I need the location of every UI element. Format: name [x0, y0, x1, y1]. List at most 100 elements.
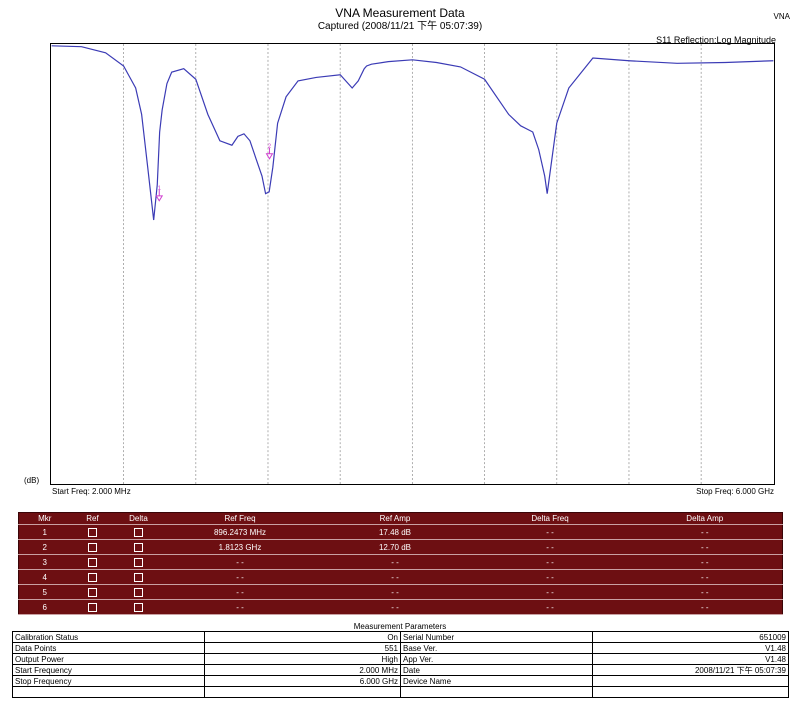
param-value: 551 [204, 642, 401, 654]
table-row: Stop Frequency 6.000 GHz Device Name [12, 675, 789, 687]
marker-2-label: 2 [268, 144, 272, 150]
param-value: 6.000 GHz [204, 675, 401, 687]
marker-cell: - - [472, 539, 628, 555]
brand-label: VNA [773, 12, 790, 21]
marker-table: Mkr Ref Delta Ref Freq Ref Amp Delta Freq Delt… [18, 512, 783, 615]
delta-checkbox-2[interactable] [134, 542, 143, 552]
marker-cell: 2 [18, 539, 71, 555]
marker-cell: - - [162, 584, 318, 600]
param-value: V1.48 [592, 653, 789, 665]
grid-lines [123, 44, 702, 484]
param-value: 651009 [592, 631, 789, 643]
marker-cell: 1 [18, 524, 71, 540]
ref-cell [70, 524, 115, 540]
parameter-label: S11 Reflection:Log Magnitude [656, 35, 776, 45]
marker-1-triangle [155, 195, 164, 202]
marker-2-triangle [265, 153, 274, 160]
capture-subtitle: Captured (2008/11/21 下午 05:07:39) [317, 21, 483, 32]
marker-cell: - - [627, 524, 783, 540]
s11-plot: 12 [50, 43, 775, 485]
param-name: Serial Number [400, 631, 593, 643]
param-value: 2.000 MHz [204, 664, 401, 676]
marker-cell: 17.48 dB [317, 524, 473, 540]
ref-cell [70, 599, 115, 615]
marker-col-delta-freq: Delta Freq [472, 512, 628, 525]
table-row: 1 896.2473 MHz 17.48 dB - -- - [18, 524, 783, 540]
ref-checkbox-6[interactable] [88, 602, 97, 612]
delta-cell [114, 584, 163, 600]
marker-cell: - - [317, 569, 473, 585]
marker-1: 1 [155, 186, 164, 202]
delta-checkbox-4[interactable] [134, 572, 143, 582]
marker-cell: - - [472, 569, 628, 585]
param-value: V1.48 [592, 642, 789, 654]
delta-cell [114, 554, 163, 570]
ref-checkbox-1[interactable] [88, 527, 97, 537]
marker-cell: - - [317, 584, 473, 600]
param-name: Device Name [400, 675, 593, 687]
table-row: 5- -- -- -- - [18, 584, 783, 600]
ref-checkbox-2[interactable] [88, 542, 97, 552]
param-name: Date [400, 664, 593, 676]
marker-cell: - - [627, 539, 783, 555]
page-title: VNA Measurement Data [335, 6, 465, 20]
marker-cell: 6 [18, 599, 71, 615]
marker-1-label: 1 [158, 186, 162, 192]
marker-cell: 1.8123 GHz [162, 539, 318, 555]
delta-checkbox-6[interactable] [134, 602, 143, 612]
delta-cell [114, 524, 163, 540]
delta-checkbox-5[interactable] [134, 587, 143, 597]
marker-cell: - - [472, 584, 628, 600]
param-name: Calibration Status [12, 631, 205, 643]
ref-checkbox-4[interactable] [88, 572, 97, 582]
param-value: High [204, 653, 401, 665]
marker-col-ref-amp: Ref Amp [317, 512, 473, 525]
marker-cell: - - [162, 599, 318, 615]
marker-cell: - - [627, 554, 783, 570]
delta-cell [114, 539, 163, 555]
param-value [592, 686, 789, 698]
marker-cell: 12.70 dB [317, 539, 473, 555]
marker-cell: - - [472, 599, 628, 615]
param-value [592, 675, 789, 687]
ref-checkbox-5[interactable] [88, 587, 97, 597]
marker-col-ref-freq: Ref Freq [162, 512, 318, 525]
table-row [12, 686, 789, 698]
marker-cell: - - [162, 569, 318, 585]
measurement-table: Calibration Status On Serial Number 651009 D… [12, 631, 789, 698]
marker-col-ref: Ref [70, 512, 115, 525]
table-row: 2 1.8123 GHz 12.70 dB - -- - [18, 539, 783, 555]
ref-cell [70, 539, 115, 555]
ref-checkbox-3[interactable] [88, 557, 97, 567]
marker-cell: - - [317, 599, 473, 615]
trace-group [51, 45, 774, 221]
stop-freq-label: Stop Freq: 6.000 GHz [696, 487, 774, 496]
table-row: 6- -- -- -- - [18, 599, 783, 615]
delta-checkbox-1[interactable] [134, 527, 143, 537]
marker-group: 12 [155, 144, 274, 202]
marker-cell: - - [472, 554, 628, 570]
marker-cell: - - [627, 584, 783, 600]
marker-cell: - - [472, 524, 628, 540]
param-name: App Ver. [400, 653, 593, 665]
table-row: Start Frequency 2.000 MHz Date 2008/11/21 下… [12, 664, 789, 676]
marker-col-delta-amp: Delta Amp [627, 512, 783, 525]
marker-cell: 896.2473 MHz [162, 524, 318, 540]
measurement-title: Measurement Parameters [353, 622, 447, 631]
marker-cell: 3 [18, 554, 71, 570]
marker-cell: - - [162, 554, 318, 570]
table-row: Calibration Status On Serial Number 651009 [12, 631, 789, 643]
param-value [204, 686, 401, 698]
param-name: Output Power [12, 653, 205, 665]
delta-checkbox-3[interactable] [134, 557, 143, 567]
s11-trace-line [51, 45, 774, 221]
ref-cell [70, 584, 115, 600]
param-value: On [204, 631, 401, 643]
marker-cell: - - [627, 569, 783, 585]
table-row: 4- -- -- -- - [18, 569, 783, 585]
param-value: 2008/11/21 下午 05:07:39 [592, 664, 789, 676]
delta-cell [114, 599, 163, 615]
table-row: 3- -- -- -- - [18, 554, 783, 570]
marker-2: 2 [265, 144, 274, 160]
param-name: Start Frequency [12, 664, 205, 676]
